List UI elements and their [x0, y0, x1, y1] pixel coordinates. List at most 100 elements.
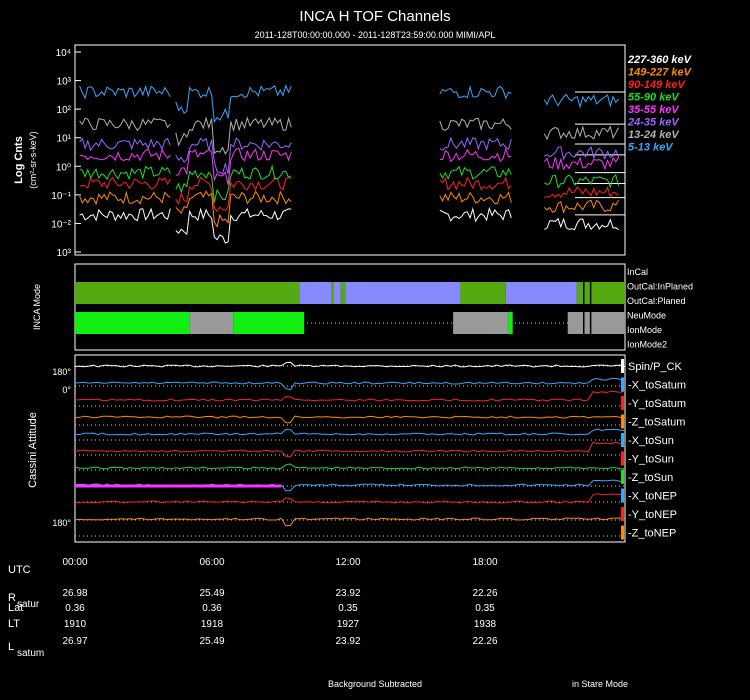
ephemeris-value: 22.26	[472, 588, 497, 599]
attitude-legend-entry: -Z_toSun	[628, 472, 673, 484]
y-tick-label: 10⁴	[56, 48, 71, 59]
ephemeris-value: 22.26	[472, 636, 497, 647]
mode-bar-segment	[340, 282, 346, 304]
ephemeris-label-sub: satum	[17, 648, 44, 659]
ephemeris-label: L	[8, 641, 14, 653]
ephemeris-value: 25.49	[199, 636, 224, 647]
y-tick-label: 10⁰	[56, 162, 71, 173]
mode-legend-entry: IonMode2	[627, 340, 667, 350]
ephemeris-value: 0.36	[65, 603, 85, 614]
legend-entry: 24-35 keV	[627, 117, 680, 129]
spectra-series	[79, 84, 625, 244]
mode-bar-segment	[233, 312, 305, 334]
mode-bar-segment	[75, 312, 190, 334]
series-line	[79, 176, 619, 213]
legend-entry: 55-90 keV	[628, 92, 680, 104]
attitude-legend-swatch	[621, 525, 624, 540]
ephemeris-label: Lat	[8, 602, 23, 614]
mode-legend-entry: IonMode	[627, 325, 662, 335]
attitude-line	[74, 492, 626, 504]
attitude-line	[74, 377, 626, 391]
spectra-ylabel: Log Cnts	[13, 136, 25, 184]
attitude-legend-entry: -X_toSatum	[628, 380, 686, 392]
attitude-legend-entry: Spin/P_CK	[628, 361, 682, 373]
attitude-legend-swatch	[621, 507, 624, 521]
x-tick-label: 06:00	[199, 557, 224, 568]
attitude-legend-entry: -Z_toSatum	[628, 417, 685, 429]
mode-bar-segment	[576, 282, 625, 304]
attitude-legend-entry: -Z_toNEP	[628, 528, 676, 540]
attitude-legend-swatch	[621, 396, 624, 410]
attitude-legend-entry: -X_toNEP	[628, 491, 677, 503]
ephemeris-value: 1927	[337, 619, 360, 630]
mode-ylabel: INCA Mode	[32, 284, 42, 330]
attitude-line	[74, 441, 626, 458]
y-tick-label: 10²	[57, 105, 72, 116]
spectra-panel-frame	[74, 44, 626, 256]
attitude-legend-swatch	[621, 488, 624, 503]
attitude-legend-swatch	[621, 451, 624, 466]
mode-legend: InCal OutCal:InPlaned OutCal:Planed NeuMode…	[627, 267, 693, 350]
attitude-line	[74, 415, 626, 424]
mode-legend-entry: InCal	[627, 267, 648, 277]
series-line	[79, 147, 620, 185]
attitude-legend-entry: -X_toSun	[628, 435, 674, 447]
attitude-line	[74, 390, 626, 402]
mode-bar-segment	[333, 282, 341, 304]
chart-subtitle: 2011-128T00:00:00.000 - 2011-128T23:59:0…	[255, 30, 496, 40]
series-line	[79, 164, 620, 203]
x-tick-label: 18:00	[472, 557, 497, 568]
attitude-y-ticks: 180° 0° 180°	[52, 367, 71, 528]
y-tick-label: 10³	[57, 77, 72, 88]
attitude-legend: Spin/P_CK -X_toSatum -Y_toSatum -Z_toSatum -…	[621, 359, 686, 540]
mode-bar-segment	[505, 282, 577, 304]
attitude-series	[74, 361, 626, 527]
spectra-yunit: (cm²-sr-s-keV)	[28, 131, 38, 189]
y-tick-label: 10³	[57, 248, 72, 259]
x-tick-label: 12:00	[335, 557, 360, 568]
attitude-panel-frame	[74, 354, 626, 543]
ephemeris-label: R	[8, 592, 16, 604]
ephemeris-value: 0.35	[338, 603, 358, 614]
legend-entry: 35-55 keV	[628, 104, 680, 116]
ephemeris-value: 1910	[64, 619, 87, 630]
series-line	[79, 136, 620, 175]
mode-bar-segment	[508, 312, 513, 334]
legend-entry: 149-227 keV	[628, 67, 693, 79]
attitude-line	[74, 463, 626, 470]
chart-title: INCA H TOF Channels	[299, 8, 450, 25]
mode-bar-segment	[567, 312, 625, 334]
mode-bar-segment	[345, 282, 460, 304]
attitude-legend-swatch	[621, 414, 624, 429]
spectra-y-ticks: 10³ 10⁻² 10⁻¹ 10⁰ 10¹ 10² 10³ 10⁴	[51, 48, 81, 259]
mode-legend-entry: OutCal:InPlaned	[627, 282, 693, 292]
series-line	[79, 84, 619, 124]
mode-bar-segment	[299, 282, 332, 304]
legend-entry: 227-360 keV	[627, 54, 693, 66]
attitude-line	[74, 428, 626, 436]
footer-right: in Stare Mode	[572, 679, 628, 689]
attitude-y-tick-label: 0°	[62, 385, 71, 395]
ephemeris-value: 1918	[201, 619, 224, 630]
attitude-legend-swatch	[621, 377, 624, 392]
attitude-y-tick-label: 180°	[52, 518, 71, 528]
y-tick-label: 10⁻²	[51, 219, 71, 230]
legend-entry: 13-24 keV	[628, 129, 680, 141]
y-tick-label: 10¹	[57, 134, 72, 145]
ephemeris-label: LT	[8, 618, 20, 630]
mode-bar-segment	[75, 282, 300, 304]
legend-entry: 5-13 keV	[628, 142, 674, 154]
ephemeris-value: 26.98	[62, 588, 87, 599]
y-tick-label: 10⁻¹	[51, 191, 71, 202]
attitude-legend-swatch	[621, 433, 624, 447]
ephemeris-label-sub: satur	[17, 599, 40, 610]
utc-label: UTC	[8, 564, 31, 576]
attitude-y-tick-label: 180°	[52, 367, 71, 377]
mode-panel-frame	[74, 263, 626, 351]
ephemeris-value: 1938	[474, 619, 497, 630]
mode-bar-segment	[453, 312, 509, 334]
series-line	[79, 190, 620, 228]
